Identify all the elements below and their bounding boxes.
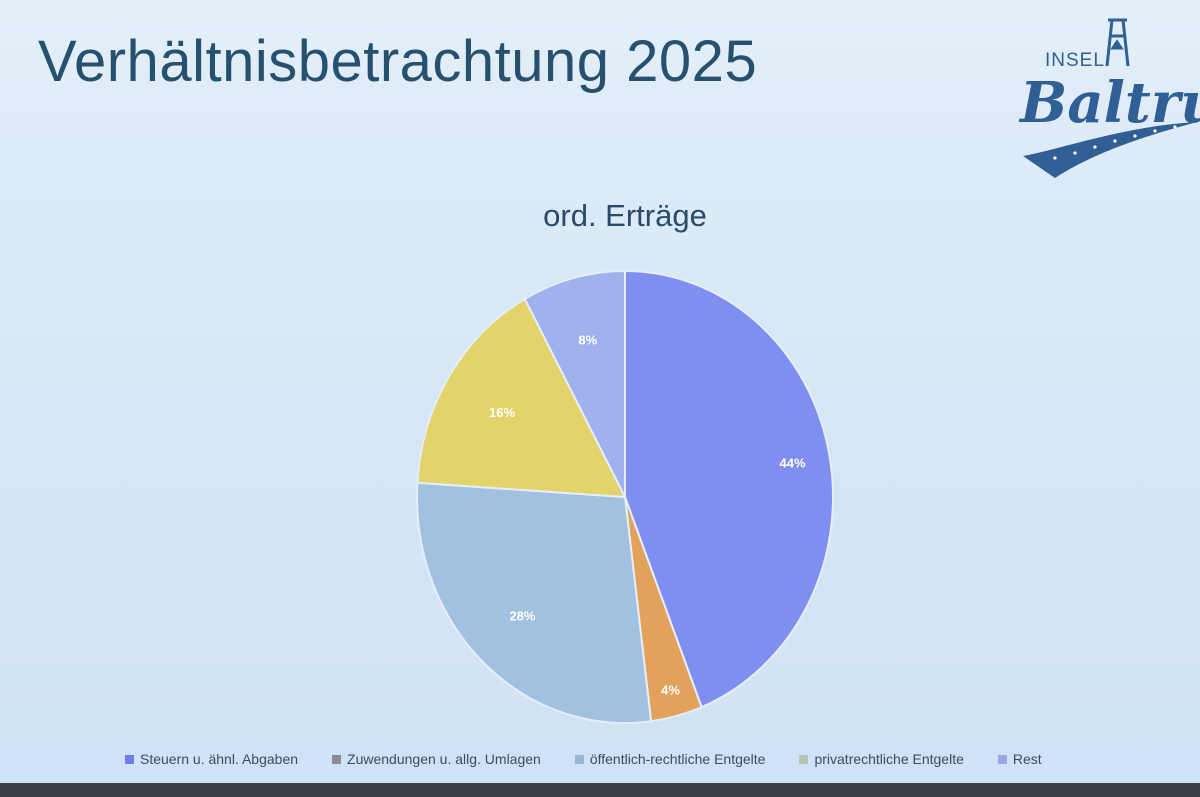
legend-item-1: Zuwendungen u. allg. Umlagen: [332, 751, 541, 767]
legend-item-2: öffentlich-rechtliche Entgelte: [574, 751, 766, 767]
legend-swatch-4: [997, 754, 1007, 764]
legend-item-4: Rest: [997, 751, 1042, 767]
pie-data-label-1: 4%: [661, 683, 680, 698]
slide-title: Verhältnisbetrachtung 2025: [38, 29, 758, 94]
pie-slice-0: [624, 269, 834, 709]
pie-data-label-2: 28%: [509, 609, 535, 624]
pie-data-label-3: 16%: [489, 405, 515, 420]
logo-main-text: Baltrum: [1020, 70, 1200, 136]
pie-labels: 44% 4% 28% 16% 8%: [489, 332, 806, 697]
pie-data-label-0: 44%: [780, 455, 806, 470]
pie-data-label-4: 8%: [578, 332, 597, 347]
logo-small-text: INSEL: [1045, 50, 1105, 71]
legend-swatch-2: [574, 754, 584, 764]
legend-label-4: Rest: [1012, 751, 1042, 767]
chart-title: ord. Erträge: [543, 198, 707, 233]
swoosh-icon: [1023, 122, 1197, 178]
legend-swatch-1: [332, 754, 342, 764]
legend-label-1: Zuwendungen u. allg. Umlagen: [347, 751, 541, 767]
legend-label-0: Steuern u. ähnl. Abgaben: [140, 751, 299, 767]
logo: INSEL Baltrum: [1015, 18, 1200, 188]
lighthouse-icon: [1023, 18, 1197, 178]
legend: Steuern u. ähnl. Abgaben Zuwendungen u. a…: [125, 746, 1042, 772]
pie-slice-3: [416, 297, 627, 499]
pie-slice-2: [416, 481, 653, 724]
legend-label-2: öffentlich-rechtliche Entgelte: [589, 751, 766, 767]
legend-swatch-0: [125, 754, 134, 764]
legend-label-3: privatrechtliche Entgelte: [814, 751, 964, 767]
legend-item-3: privatrechtliche Entgelte: [799, 751, 964, 767]
pie-slice-4: [523, 269, 626, 498]
legend-swatch-3: [799, 754, 809, 764]
pie-slices: [416, 269, 834, 724]
legend-item-0: Steuern u. ähnl. Abgaben: [125, 751, 298, 767]
screen-bottom-edge: [0, 783, 1200, 797]
